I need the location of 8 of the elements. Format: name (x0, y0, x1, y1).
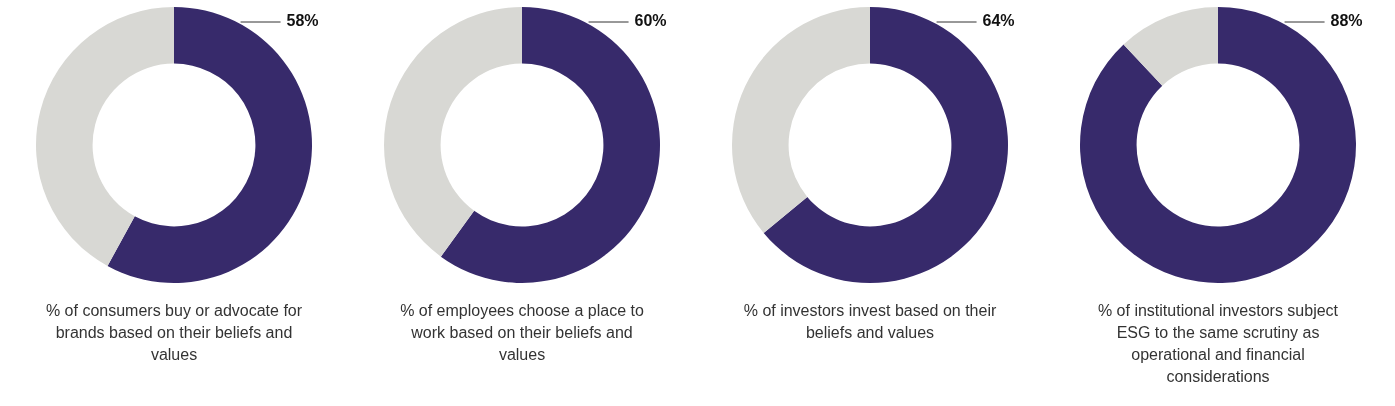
text: % of employees choose a place to work based on their beliefs and values (399, 301, 645, 365)
data-label: 60% (634, 12, 667, 30)
data-label: 58% (286, 12, 319, 30)
text: % of consumers buy or advocate for brands based on their beliefs and values (44, 301, 304, 365)
text: % of investors invest based on their beliefs and values (742, 301, 998, 343)
text: % of institutional investors subject ESG to the same scrutiny as operational and financial considerations (1096, 301, 1340, 387)
data-label: 88% (1330, 12, 1363, 30)
data-label: 64% (982, 12, 1015, 30)
